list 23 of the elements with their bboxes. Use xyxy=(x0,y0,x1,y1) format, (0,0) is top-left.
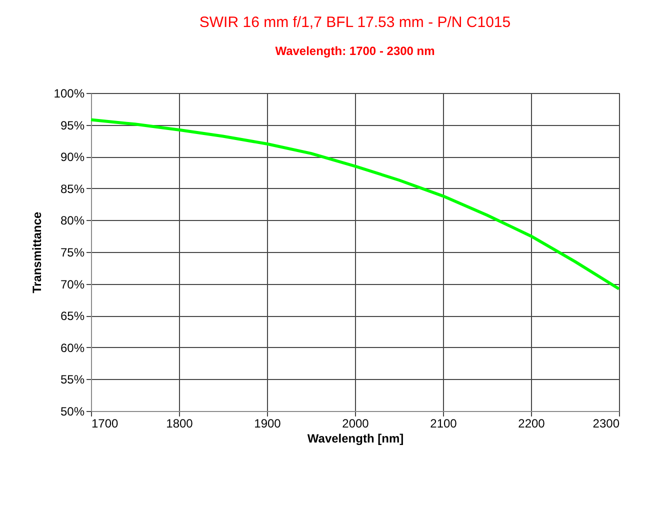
y-tick-label: 100% xyxy=(54,86,85,100)
x-tick-label: 2300 xyxy=(592,416,620,430)
x-tick-label: 1800 xyxy=(166,416,194,430)
x-tick-label: 1900 xyxy=(254,416,282,430)
y-axis-title: Transmittance xyxy=(30,212,44,294)
y-tick-label: 75% xyxy=(60,246,85,260)
x-tick-label: 2200 xyxy=(518,416,546,430)
y-tick-label: 80% xyxy=(60,214,85,228)
y-tick-label: 90% xyxy=(60,150,85,164)
y-tick-label: 50% xyxy=(60,404,85,418)
chart-title: SWIR 16 mm f/1,7 BFL 17.53 mm - P/N C1015 xyxy=(199,14,511,31)
line-series xyxy=(90,118,620,290)
y-tick-label: 60% xyxy=(60,340,85,355)
y-tick-label: 65% xyxy=(60,309,85,324)
x-tick-label: 2100 xyxy=(430,416,458,430)
y-tick-label: 95% xyxy=(60,118,85,132)
y-tick-label: 70% xyxy=(60,277,85,292)
x-tick-label: 1700 xyxy=(92,416,119,430)
x-tick-label: 2000 xyxy=(342,416,370,430)
y-tick-label: 55% xyxy=(60,372,85,387)
y-tick-label: 85% xyxy=(60,182,85,196)
chart-subtitle: Wavelength: 1700 - 2300 nm xyxy=(275,44,435,58)
x-axis-title: Wavelength [nm] xyxy=(307,432,404,446)
